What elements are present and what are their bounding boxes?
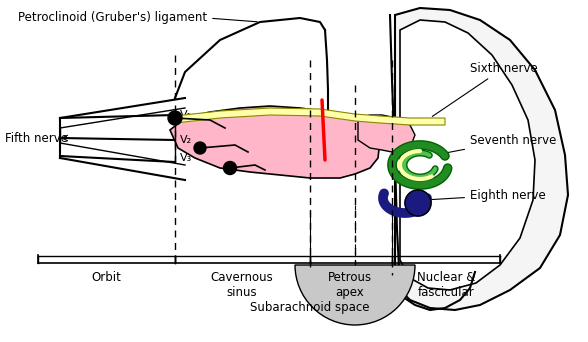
Text: Eighth nerve: Eighth nerve [427, 188, 546, 201]
Circle shape [168, 111, 182, 125]
Text: Petroclinoid (Gruber's) ligament: Petroclinoid (Gruber's) ligament [18, 12, 257, 25]
Polygon shape [175, 108, 445, 125]
Polygon shape [395, 8, 568, 310]
Circle shape [194, 142, 206, 154]
Text: Orbit: Orbit [91, 271, 121, 284]
Text: V₃: V₃ [180, 153, 192, 163]
Polygon shape [170, 106, 380, 178]
Text: Nuclear &
fascicular: Nuclear & fascicular [417, 271, 475, 299]
Text: Subarachnoid space: Subarachnoid space [250, 301, 370, 314]
Text: Fifth nerve: Fifth nerve [5, 132, 68, 145]
Circle shape [405, 190, 431, 216]
Text: Seventh nerve: Seventh nerve [437, 133, 556, 155]
Text: Petrous
apex: Petrous apex [328, 271, 372, 299]
Text: V₂: V₂ [180, 135, 192, 145]
Polygon shape [400, 20, 535, 290]
Text: Sixth nerve: Sixth nerve [432, 62, 538, 116]
Wedge shape [295, 265, 415, 325]
Circle shape [223, 161, 236, 174]
Text: V₁: V₁ [180, 110, 192, 120]
Text: Cavernous
sinus: Cavernous sinus [211, 271, 273, 299]
Polygon shape [358, 115, 415, 152]
